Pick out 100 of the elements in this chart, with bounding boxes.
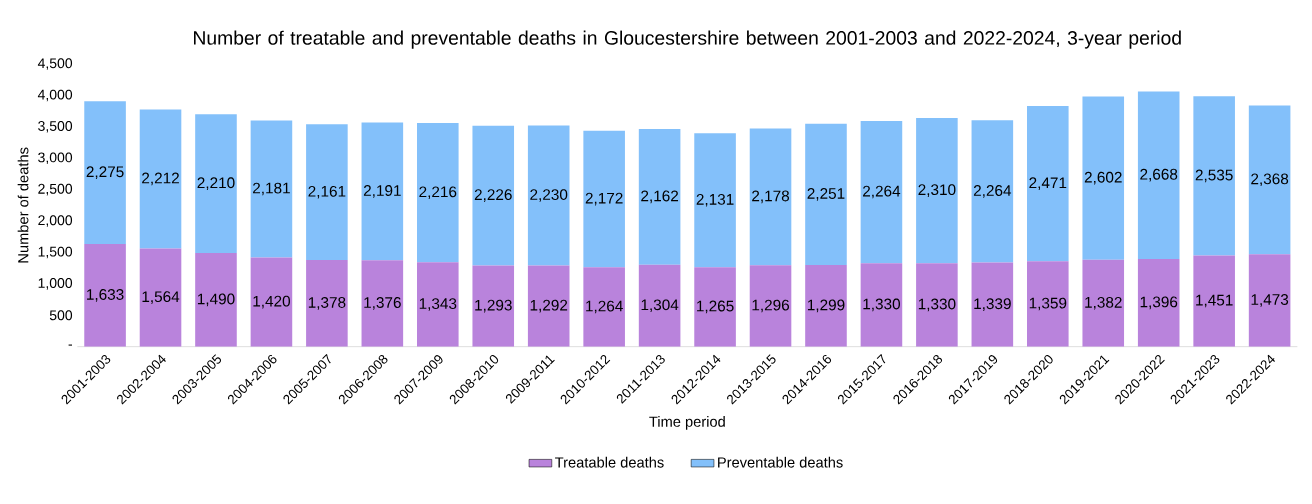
bar	[1248, 254, 1291, 347]
bar	[638, 128, 681, 265]
data-label: 2,368	[1251, 173, 1289, 187]
data-label: 1,382	[1085, 296, 1122, 310]
data-label: 2,178	[752, 190, 790, 204]
bar	[1082, 96, 1125, 260]
data-label: 1,376	[364, 297, 401, 310]
bar	[139, 248, 182, 347]
data-label: 2,226	[474, 189, 512, 202]
data-label: 1,343	[419, 298, 457, 311]
data-label: 1,330	[918, 298, 956, 312]
data-label: 1,633	[87, 289, 124, 302]
bar	[694, 267, 736, 347]
bar	[860, 263, 903, 347]
legend-label: Preventable deaths	[718, 456, 843, 468]
data-label: 2,191	[363, 185, 401, 198]
data-label: 1,264	[586, 300, 623, 314]
data-label: 2,216	[419, 186, 457, 200]
bar	[84, 101, 126, 245]
bar	[805, 265, 847, 347]
data-label: 1,299	[807, 299, 845, 313]
bar	[1137, 258, 1180, 347]
bar	[1137, 91, 1180, 259]
data-label: 2,264	[973, 185, 1012, 198]
bar	[472, 125, 515, 266]
legend-label: Treatable deaths	[555, 456, 664, 468]
data-label: 1,359	[1029, 297, 1067, 311]
y-tick-label: 2,500	[38, 183, 73, 196]
bar	[361, 260, 404, 347]
bar	[749, 265, 792, 347]
data-label: 1,296	[752, 299, 790, 313]
y-tick-label: 4,000	[37, 89, 73, 102]
bar	[805, 123, 847, 266]
bar	[527, 125, 570, 266]
bar	[527, 265, 570, 347]
data-label: 1,564	[142, 291, 180, 304]
bar	[195, 253, 237, 347]
data-label: 2,264	[863, 185, 901, 199]
data-label: 1,490	[197, 293, 235, 307]
data-label: 1,292	[530, 299, 568, 313]
bar	[916, 118, 958, 264]
data-label: 2,210	[197, 177, 235, 190]
bar	[250, 257, 293, 347]
data-label: 2,471	[1029, 177, 1067, 191]
bar	[1193, 96, 1235, 256]
y-tick-label: -	[68, 344, 72, 346]
y-tick-label: 3,000	[38, 152, 73, 165]
y-axis-title: Number of deaths	[17, 147, 29, 263]
bar	[1193, 255, 1235, 347]
data-label: 2,230	[530, 189, 568, 202]
bar	[139, 109, 182, 249]
bar	[694, 133, 736, 268]
data-label: 2,535	[1195, 169, 1233, 183]
data-label: 2,161	[308, 185, 346, 199]
data-label: 1,451	[1196, 294, 1233, 308]
bar	[638, 264, 681, 347]
bar	[417, 123, 459, 263]
bar	[583, 267, 625, 347]
bar	[417, 262, 459, 347]
data-label: 1,396	[1140, 296, 1178, 310]
bar	[916, 263, 958, 347]
bar	[1248, 105, 1291, 255]
data-label: 1,265	[697, 300, 734, 314]
y-tick-label: 3,500	[38, 121, 73, 133]
y-tick-label: 4,500	[37, 58, 73, 70]
data-label: 2,181	[253, 182, 290, 196]
data-label: 1,378	[308, 297, 346, 310]
chart-title: Number of treatable and preventable deaths in Gloucestershire between 2001-2003 and 2022-2024, 3-year period	[194, 30, 1181, 49]
data-label: 2,310	[918, 184, 956, 197]
data-label: 1,420	[253, 295, 291, 309]
data-label: 1,473	[1251, 294, 1289, 307]
data-label: 2,275	[86, 166, 124, 179]
y-tick-label: 1,500	[38, 246, 73, 259]
data-label: 1,339	[974, 298, 1011, 311]
bar	[971, 262, 1014, 347]
data-label: 2,131	[696, 193, 734, 207]
data-label: 2,602	[1084, 171, 1122, 185]
bar	[1027, 261, 1069, 347]
bar	[306, 260, 348, 347]
bar	[195, 114, 237, 254]
bar	[472, 265, 515, 347]
x-axis-title: Time period	[649, 416, 725, 430]
data-label: 1,293	[475, 299, 512, 313]
data-label: 2,162	[641, 190, 679, 204]
bar	[749, 128, 792, 266]
data-label: 2,251	[807, 188, 845, 201]
data-label: 1,304	[641, 299, 679, 313]
y-tick-label: 1,000	[38, 278, 73, 290]
data-label: 2,668	[1140, 168, 1178, 182]
data-label: 2,172	[585, 192, 623, 206]
bar	[971, 120, 1014, 263]
y-tick-label: 2,000	[38, 215, 73, 227]
bar	[306, 124, 348, 261]
bar	[250, 120, 293, 258]
bar	[860, 120, 903, 264]
bar	[583, 130, 625, 268]
bar	[361, 122, 404, 261]
bar	[1082, 259, 1125, 347]
data-label: 2,212	[142, 172, 179, 186]
y-tick-label: 500	[49, 310, 73, 321]
